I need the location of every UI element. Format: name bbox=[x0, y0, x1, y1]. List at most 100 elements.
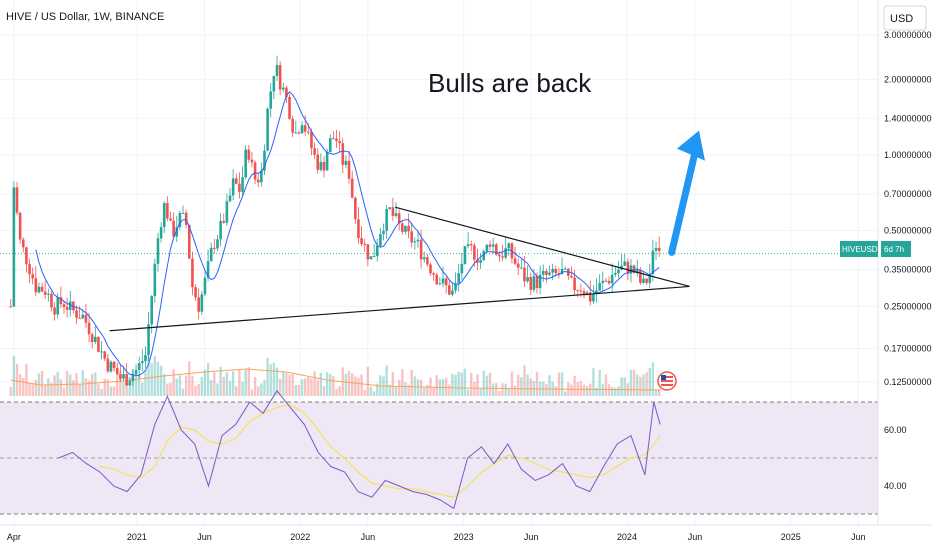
volume-bar bbox=[307, 377, 310, 396]
volume-bar bbox=[316, 379, 319, 396]
candle-body bbox=[316, 154, 320, 170]
volume-bar bbox=[43, 385, 47, 396]
volume-bar bbox=[150, 363, 153, 396]
volume-bar bbox=[432, 387, 435, 396]
volume-bar bbox=[504, 383, 507, 396]
candle-body bbox=[429, 264, 432, 274]
candle-body bbox=[172, 220, 175, 237]
volume-bar bbox=[454, 374, 457, 396]
volume-bar bbox=[200, 377, 204, 396]
volume-bar bbox=[435, 375, 438, 396]
candle-body bbox=[81, 314, 85, 319]
candle-body bbox=[53, 307, 56, 315]
candle-body bbox=[256, 179, 260, 183]
volume-bar bbox=[303, 378, 307, 396]
candle-body bbox=[604, 280, 608, 282]
price-tick-label: 0.25000000 bbox=[884, 301, 932, 311]
candle-body bbox=[15, 187, 19, 213]
volume-bar bbox=[172, 369, 175, 396]
candle-body bbox=[582, 291, 586, 296]
candle-body bbox=[554, 268, 558, 273]
candle-body bbox=[501, 256, 504, 258]
price-tick-label: 0.50000000 bbox=[884, 226, 932, 236]
trendlines-layer bbox=[109, 206, 690, 332]
candle-body bbox=[28, 264, 31, 275]
candle-body bbox=[642, 278, 645, 283]
candle-body bbox=[532, 276, 536, 290]
volume-bar bbox=[62, 387, 66, 396]
candle-body bbox=[319, 161, 323, 170]
us-flag-icon[interactable] bbox=[657, 371, 677, 391]
volume-bar bbox=[222, 376, 225, 396]
candle-body bbox=[209, 247, 213, 262]
candle-body bbox=[322, 161, 326, 171]
volume-bar bbox=[416, 379, 420, 396]
candle-body bbox=[335, 138, 338, 142]
rsi-tick-label: 40.00 bbox=[884, 481, 907, 491]
symbol-title[interactable]: HIVE / US Dollar, 1W, BINANCE bbox=[6, 11, 164, 23]
candle-body bbox=[247, 149, 251, 160]
volume-bar bbox=[272, 362, 276, 396]
candle-body bbox=[294, 132, 298, 134]
volume-bar bbox=[100, 388, 103, 396]
candle-body bbox=[535, 276, 539, 289]
candle-body bbox=[432, 273, 435, 275]
candle-body bbox=[447, 285, 451, 295]
candle-body bbox=[250, 159, 254, 163]
candle-body bbox=[141, 361, 144, 364]
volume-bar bbox=[491, 383, 495, 396]
volume-bar bbox=[134, 371, 138, 396]
candle-body bbox=[617, 269, 620, 274]
volume-bar bbox=[347, 371, 351, 396]
candle-body bbox=[84, 314, 88, 323]
volume-bar bbox=[513, 385, 517, 396]
candle-body bbox=[347, 160, 351, 179]
volume-bar bbox=[394, 387, 398, 396]
candle-body bbox=[106, 358, 110, 372]
candle-body bbox=[125, 374, 128, 386]
volume-bar bbox=[238, 369, 241, 396]
candle-body bbox=[12, 187, 16, 307]
price-tick-label: 0.17000000 bbox=[884, 343, 932, 353]
candle-body bbox=[225, 201, 229, 223]
candle-body bbox=[357, 219, 360, 239]
candle-body bbox=[491, 244, 495, 247]
volume-bar bbox=[645, 372, 648, 396]
candle-body bbox=[181, 212, 185, 214]
volume-bar bbox=[260, 383, 263, 396]
volume-bar bbox=[617, 386, 620, 396]
candle-body bbox=[147, 324, 150, 356]
candle-body bbox=[551, 268, 554, 273]
candle-body bbox=[454, 283, 457, 291]
candle-body bbox=[404, 225, 407, 232]
candle-body bbox=[310, 131, 313, 149]
volume-bar bbox=[391, 372, 395, 396]
volume-bar bbox=[15, 363, 19, 396]
volume-bar bbox=[357, 377, 360, 396]
candle-body bbox=[460, 263, 464, 274]
time-tick-label: 2023 bbox=[454, 532, 474, 542]
candle-body bbox=[592, 294, 595, 302]
candle-body bbox=[285, 87, 288, 98]
price-tag-countdown: 6d 7h bbox=[884, 245, 904, 254]
volume-bar bbox=[210, 380, 213, 396]
price-tick-label: 1.40000000 bbox=[884, 113, 932, 123]
candle-body bbox=[178, 212, 182, 228]
currency-button[interactable] bbox=[883, 5, 927, 31]
candle-body bbox=[579, 290, 583, 292]
candle-body bbox=[513, 258, 517, 264]
volume-bar bbox=[31, 384, 34, 396]
volume-bar bbox=[623, 377, 626, 396]
candle-body bbox=[191, 258, 194, 288]
volume-bar bbox=[300, 379, 304, 396]
volume-bar bbox=[363, 389, 366, 396]
volume-bar bbox=[257, 386, 260, 396]
candle-body bbox=[607, 280, 611, 284]
volume-bar bbox=[313, 371, 316, 396]
price-tick-label: 0.35000000 bbox=[884, 265, 932, 275]
volume-bar bbox=[322, 386, 326, 396]
candle-body bbox=[31, 274, 34, 279]
volume-bar bbox=[338, 386, 341, 396]
volume-bar bbox=[595, 387, 598, 396]
candle-body bbox=[388, 207, 392, 209]
